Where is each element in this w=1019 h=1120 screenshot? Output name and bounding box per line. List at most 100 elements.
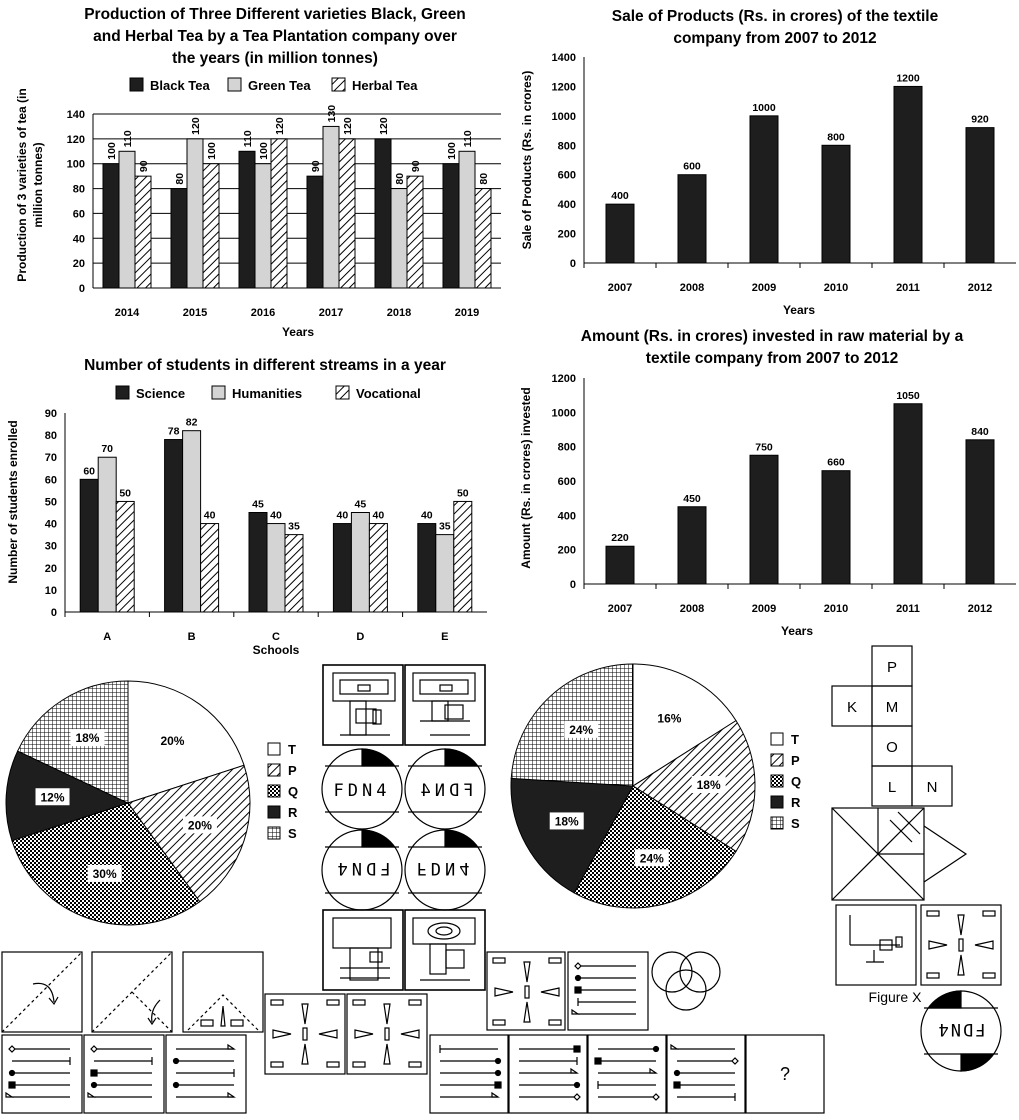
tea-title-3: the years (in million tonnes)	[172, 50, 378, 67]
bar-value-label: 80	[394, 173, 406, 185]
cube-face-k: K	[847, 699, 857, 716]
triangle-end	[570, 1067, 579, 1074]
bar	[749, 454, 779, 585]
y-tick-label: 20	[45, 563, 57, 575]
pie-slice-label: 16%	[657, 712, 681, 726]
circuit-box-4	[404, 909, 486, 991]
line-box-7	[587, 1034, 667, 1114]
tea-plot: 0 20 40 60 80 100 120 140 2014 100 110 90 2015 80 120 1…	[67, 105, 501, 319]
tri-left	[928, 940, 948, 950]
y-tick-label: 80	[73, 184, 85, 196]
bar	[417, 523, 437, 613]
tea-title-1: Production of Three Different varieties …	[84, 6, 466, 23]
cube-face-n: N	[927, 779, 938, 796]
triangle-box-1	[264, 993, 346, 1075]
x-tick-label: 2009	[752, 603, 776, 615]
bar-value-label: 660	[827, 457, 845, 469]
small-rect	[548, 1019, 562, 1026]
bar-value-label: 120	[342, 117, 354, 135]
bar-value-label: 90	[138, 160, 150, 172]
tri-top	[523, 961, 531, 983]
square-end	[494, 1081, 502, 1089]
legend-swatch-humanities	[211, 385, 226, 400]
dot-end	[172, 1081, 180, 1089]
bar-value-label: 100	[258, 142, 270, 160]
pie-slice-label: 18%	[555, 814, 579, 828]
bar	[202, 163, 220, 289]
y-tick-label: 1200	[552, 373, 576, 385]
bar	[677, 506, 707, 585]
bar	[435, 534, 455, 613]
pie-legend-swatch	[267, 784, 281, 798]
bar-value-label: 82	[186, 417, 198, 429]
pie-legend-label: S	[791, 816, 800, 831]
x-tick-label: 2018	[387, 307, 411, 319]
pie-label-bg	[564, 720, 599, 738]
diamond-end	[652, 1093, 660, 1101]
bar	[338, 138, 356, 289]
sales-chart: Sale of Products (Rs. in crores) of the …	[520, 8, 1016, 317]
bar	[306, 175, 324, 289]
bar	[458, 150, 476, 289]
tri-right	[540, 987, 560, 997]
bar-value-label: 50	[119, 487, 131, 499]
pie-legend-swatch	[267, 763, 281, 777]
raw-title-2: textile company from 2007 to 2012	[646, 350, 898, 367]
pie-label-bg	[35, 788, 70, 806]
y-tick-label: 800	[558, 140, 576, 152]
students-title: Number of students in different streams …	[84, 357, 446, 374]
pie-slice	[127, 764, 251, 903]
bar-value-label: 90	[310, 160, 322, 172]
mirror-circle-5: FDN4	[920, 990, 1002, 1072]
raw-plot: 0 200 400 600 800 1000 1200 2007 220 2008 450 2009 7…	[552, 373, 1016, 615]
cube-net: P K M O L N	[831, 645, 953, 807]
pie-slice-label: 24%	[569, 723, 593, 737]
dot-end	[673, 1069, 681, 1077]
tri-left	[494, 987, 514, 997]
square-end	[594, 1057, 602, 1065]
bar-value-label: 1050	[896, 390, 920, 402]
triangle-box-2	[346, 993, 428, 1075]
bar	[965, 439, 995, 585]
x-tick-label: 2009	[752, 282, 776, 294]
tri-top	[957, 914, 965, 936]
bar-value-label: 220	[611, 532, 629, 544]
center-rect	[524, 985, 530, 999]
bar	[965, 127, 995, 264]
tea-legend: Black Tea Green Tea Herbal Tea	[129, 77, 418, 93]
bar-value-label: 130	[326, 105, 338, 123]
pie-legend-swatch	[267, 826, 281, 840]
bar	[474, 188, 492, 289]
x-tick-label: D	[356, 631, 364, 643]
dot-end	[8, 1069, 16, 1077]
students-chart: Number of students in different streams …	[6, 357, 487, 657]
mirror-text-5: FDN4	[937, 1019, 986, 1039]
bar-value-label: 45	[355, 499, 367, 511]
center-rect	[302, 1027, 308, 1041]
bar	[266, 523, 286, 613]
tri-right	[400, 1029, 420, 1039]
bar-value-label: 100	[206, 142, 218, 160]
square-end	[90, 1069, 98, 1077]
legend-green-tea: Green Tea	[248, 78, 311, 93]
diamond-end	[731, 1057, 739, 1065]
tea-ylabel-2: million tonnes)	[31, 142, 45, 227]
bar-value-label: 100	[446, 142, 458, 160]
bar	[164, 439, 184, 613]
x-tick-label: A	[103, 631, 111, 643]
pie-slice-label: 12%	[40, 790, 64, 804]
x-tick-label: 2011	[896, 603, 920, 615]
mirror-circle-1: FDN4	[321, 748, 403, 830]
pie-legend-swatch	[770, 753, 784, 767]
small-rect	[408, 999, 422, 1006]
mirror-circle-2: FDN4	[404, 748, 486, 830]
triangle-box-4	[920, 904, 1002, 986]
bar-value-label: 35	[288, 521, 300, 533]
y-tick-label: 70	[45, 452, 57, 464]
y-tick-label: 90	[45, 408, 57, 420]
students-xlabel: Schools	[253, 643, 300, 657]
square-end	[574, 986, 582, 994]
bar	[270, 138, 288, 289]
pie-legend-label: Q	[791, 774, 801, 789]
